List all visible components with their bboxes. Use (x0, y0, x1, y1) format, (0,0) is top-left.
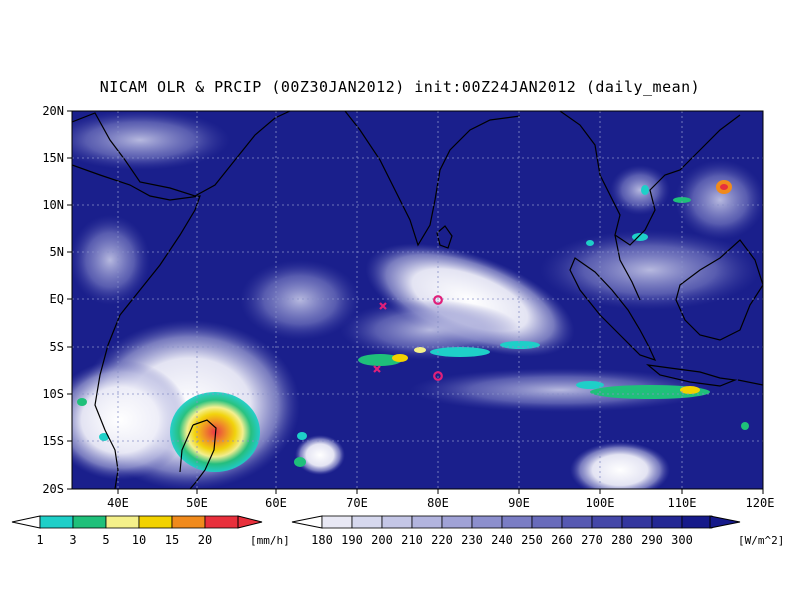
lat-label: 5S (50, 340, 64, 354)
olr-legend-swatch (531, 515, 563, 529)
lon-label: 40E (107, 496, 129, 510)
lat-label: 20N (42, 104, 64, 118)
lon-label: 70E (346, 496, 368, 510)
olr-legend-label: 240 (491, 533, 513, 547)
olr-legend-label: 190 (341, 533, 363, 547)
lat-label: 10N (42, 198, 64, 212)
markers (373, 295, 443, 381)
olr-legend-swatch (561, 515, 593, 529)
o-marker-1 (433, 295, 443, 305)
precip-legend-swatch (39, 515, 74, 529)
olr-legend-label: 180 (311, 533, 333, 547)
olr-legend-swatch (321, 515, 353, 529)
precip-legend-label: 20 (198, 533, 212, 547)
x-marker-2 (373, 365, 381, 373)
lat-labels: 20N 15N 10N 5N EQ 5S 10S 15S 20S (42, 104, 64, 496)
olr-legend-label: 270 (581, 533, 603, 547)
olr-legend-swatch (651, 515, 683, 529)
olr-legend-label: 250 (521, 533, 543, 547)
lon-labels: 40E 50E 60E 70E 80E 90E 100E 110E 120E (107, 496, 774, 510)
lat-label: 10S (42, 387, 64, 401)
precip-legend-swatch (171, 515, 206, 529)
lon-label: 50E (186, 496, 208, 510)
precip-legend-label: 5 (102, 533, 109, 547)
precip-legend-label: 1 (36, 533, 43, 547)
olr-legend-label: 300 (671, 533, 693, 547)
precip-unit: [mm/h] (250, 534, 290, 547)
lon-label: 110E (668, 496, 697, 510)
precip-legend-high-arrow (237, 515, 263, 529)
x-marker-1 (379, 302, 387, 310)
lat-label: 5N (50, 245, 64, 259)
olr-legend-label: 290 (641, 533, 663, 547)
olr-legend: 180 190 200 210 220 230 240 250 260 270 280 290 300 … (291, 515, 784, 547)
olr-legend-label: 230 (461, 533, 483, 547)
precip-legend-label: 10 (132, 533, 146, 547)
precip-legend-swatch (138, 515, 173, 529)
map-frame (71, 110, 764, 490)
olr-legend-swatch (681, 515, 713, 529)
olr-legend-swatch (351, 515, 383, 529)
precip-legend-swatch (204, 515, 239, 529)
lon-label: 100E (586, 496, 615, 510)
olr-legend-label: 260 (551, 533, 573, 547)
olr-legend-swatch (471, 515, 503, 529)
map-title: NICAM OLR & PRCIP (00Z30JAN2012) init:00… (99, 78, 701, 96)
olr-legend-high-arrow (709, 515, 741, 529)
lon-label: 90E (508, 496, 530, 510)
olr-legend-swatch (591, 515, 623, 529)
precip-legend-swatch (105, 515, 140, 529)
o-marker-2 (433, 371, 443, 381)
olr-legend-swatch (621, 515, 653, 529)
olr-legend-swatch (411, 515, 443, 529)
lat-label: EQ (50, 292, 64, 306)
olr-legend-label: 220 (431, 533, 453, 547)
olr-legend-label: 280 (611, 533, 633, 547)
precip-legend-swatch (72, 515, 107, 529)
olr-legend-swatch (381, 515, 413, 529)
lon-label: 80E (427, 496, 449, 510)
lat-label: 15S (42, 434, 64, 448)
precip-legend-label: 3 (69, 533, 76, 547)
olr-legend-label: 200 (371, 533, 393, 547)
precip-legend: 1 3 5 10 15 20 [mm/h] (11, 515, 290, 547)
olr-field (72, 111, 763, 489)
olr-legend-swatch (501, 515, 533, 529)
olr-legend-low-arrow (291, 515, 323, 529)
olr-legend-label: 210 (401, 533, 423, 547)
precip-legend-label: 15 (165, 533, 179, 547)
graticule (72, 111, 763, 489)
lon-label: 120E (746, 496, 775, 510)
coastlines (72, 111, 763, 489)
lon-label: 60E (265, 496, 287, 510)
olr-legend-swatch (441, 515, 473, 529)
lat-label: 15N (42, 151, 64, 165)
precip-legend-low-arrow (11, 515, 41, 529)
olr-unit: [W/m^2] (738, 534, 784, 547)
lat-label: 20S (42, 482, 64, 496)
